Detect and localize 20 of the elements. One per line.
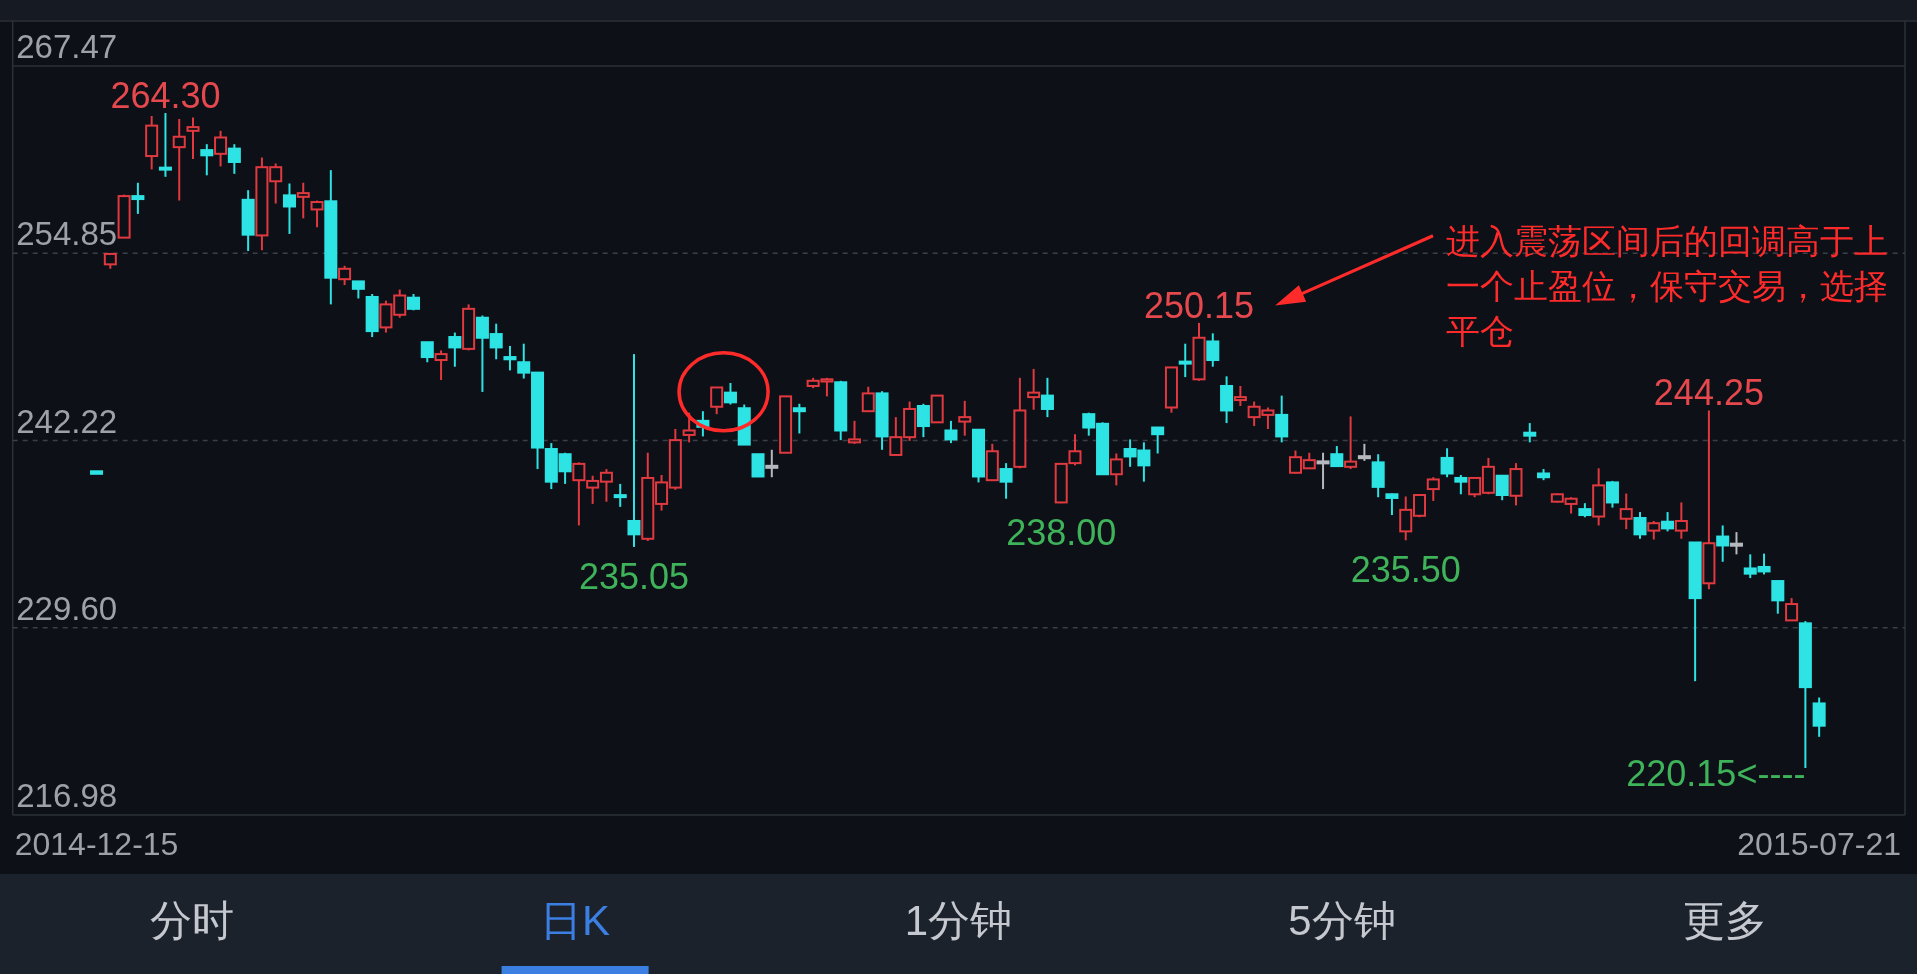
y-tick-label: 229.60	[16, 589, 118, 627]
note: 进入震荡区间后的回调高于上一个止盈位，保守交易，选择平仓	[1446, 222, 1888, 350]
x-tick-label: 2015-07-21	[1737, 826, 1901, 862]
y-tick-label: 267.47	[16, 28, 118, 65]
value-label: 238.00	[1006, 512, 1117, 554]
category-label: 分时	[149, 897, 234, 944]
category-label: 更多	[1683, 897, 1768, 944]
category-label: 日K	[540, 897, 611, 944]
y-tick-label: 254.85	[16, 215, 118, 253]
y-tick-label: 216.98	[16, 777, 118, 814]
value-label: 235.05	[578, 555, 690, 597]
value-label: 250.15	[1143, 284, 1255, 326]
value-label: 220.15<----	[1626, 752, 1806, 794]
value-label: 244.25	[1653, 372, 1764, 414]
category-label: 1分钟	[904, 897, 1013, 944]
y-tick-label: 242.22	[16, 402, 118, 440]
value-label: 235.50	[1350, 549, 1461, 591]
x-tick-label: 2014-12-15	[14, 826, 179, 862]
category-label: 5分钟	[1288, 897, 1396, 944]
value-label: 264.30	[110, 75, 221, 117]
